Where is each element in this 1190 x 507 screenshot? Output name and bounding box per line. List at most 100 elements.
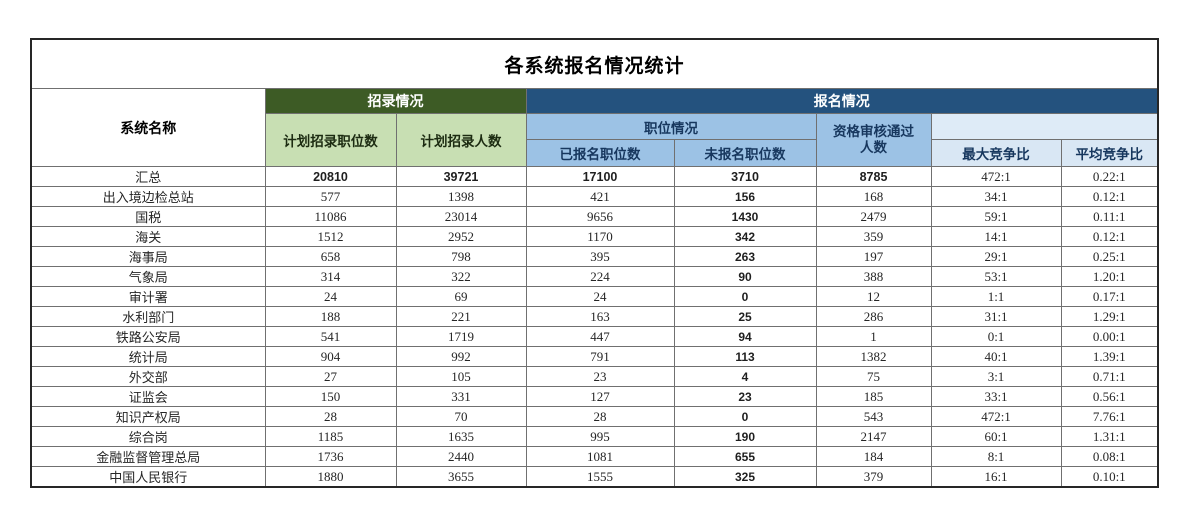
value-cell: 388 — [815, 266, 932, 287]
value-cell: 188 — [264, 306, 397, 327]
value-cell: 314 — [264, 266, 397, 287]
value-cell: 12 — [815, 286, 932, 307]
value-cell: 0 — [673, 286, 817, 307]
value-cell: 3:1 — [930, 366, 1062, 387]
value-cell: 2479 — [815, 206, 932, 227]
value-cell: 25 — [673, 306, 817, 327]
value-cell: 1170 — [525, 226, 675, 247]
header-planned-positions: 计划招录职位数 — [264, 113, 397, 167]
system-name-cell: 统计局 — [30, 346, 266, 367]
value-cell: 90 — [673, 266, 817, 287]
value-cell: 23 — [525, 366, 675, 387]
value-cell: 39721 — [395, 166, 527, 187]
value-cell: 3655 — [395, 466, 527, 488]
value-cell: 1185 — [264, 426, 397, 447]
value-cell: 29:1 — [930, 246, 1062, 267]
value-cell: 75 — [815, 366, 932, 387]
table-row: 气象局 314 322 224 90 388 53:1 1.20:1 — [30, 266, 1159, 287]
header-qualified-count: 资格审核通过 人数 — [815, 113, 932, 167]
value-cell: 127 — [525, 386, 675, 407]
value-cell: 1430 — [673, 206, 817, 227]
value-cell: 0.71:1 — [1060, 366, 1159, 387]
header-unregistered-positions: 未报名职位数 — [673, 139, 817, 167]
header-recruit-group: 招录情况 — [264, 88, 527, 114]
value-cell: 3710 — [673, 166, 817, 187]
header-position-status-group: 职位情况 — [525, 113, 817, 140]
header-avg-ratio: 平均竞争比 — [1060, 139, 1159, 167]
title-row: 各系统报名情况统计 — [30, 38, 1159, 89]
table-row: 海关 1512 2952 1170 342 359 14:1 0.12:1 — [30, 226, 1159, 247]
table-row: 金融监督管理总局 1736 2440 1081 655 184 8:1 0.08:1 — [30, 446, 1159, 467]
value-cell: 4 — [673, 366, 817, 387]
table-row: 水利部门 188 221 163 25 286 31:1 1.29:1 — [30, 306, 1159, 327]
header-max-ratio: 最大竞争比 — [930, 139, 1062, 167]
value-cell: 1.29:1 — [1060, 306, 1159, 327]
value-cell: 168 — [815, 186, 932, 207]
value-cell: 8785 — [815, 166, 932, 187]
value-cell: 1382 — [815, 346, 932, 367]
value-cell: 0.25:1 — [1060, 246, 1159, 267]
system-name-cell: 审计署 — [30, 286, 266, 307]
value-cell: 94 — [673, 326, 817, 347]
value-cell: 1880 — [264, 466, 397, 488]
value-cell: 577 — [264, 186, 397, 207]
system-name-cell: 海关 — [30, 226, 266, 247]
system-name-cell: 知识产权局 — [30, 406, 266, 427]
value-cell: 34:1 — [930, 186, 1062, 207]
value-cell: 655 — [673, 446, 817, 467]
value-cell: 105 — [395, 366, 527, 387]
value-cell: 1.31:1 — [1060, 426, 1159, 447]
value-cell: 53:1 — [930, 266, 1062, 287]
value-cell: 197 — [815, 246, 932, 267]
value-cell: 1:1 — [930, 286, 1062, 307]
value-cell: 325 — [673, 466, 817, 488]
value-cell: 184 — [815, 446, 932, 467]
system-name-cell: 金融监督管理总局 — [30, 446, 266, 467]
value-cell: 992 — [395, 346, 527, 367]
header-row-leaf: 已报名职位数 未报名职位数 最大竞争比 平均竞争比 — [31, 139, 1159, 167]
header-registered-positions: 已报名职位数 — [525, 139, 675, 167]
value-cell: 331 — [395, 386, 527, 407]
system-name-cell: 证监会 — [30, 386, 266, 407]
value-cell: 0.22:1 — [1060, 166, 1159, 187]
value-cell: 28 — [264, 406, 397, 427]
value-cell: 156 — [673, 186, 817, 207]
table-row: 综合岗 1185 1635 995 190 2147 60:1 1.31:1 — [30, 426, 1159, 447]
table-body: 汇总 20810 39721 17100 3710 8785 472:1 0.22:1 出入境边… — [30, 166, 1159, 488]
value-cell: 0.56:1 — [1060, 386, 1159, 407]
table-row: 审计署 24 69 24 0 12 1:1 0.17:1 — [30, 286, 1159, 307]
system-name-cell: 综合岗 — [30, 426, 266, 447]
value-cell: 24 — [525, 286, 675, 307]
value-cell: 0.11:1 — [1060, 206, 1159, 227]
value-cell: 224 — [525, 266, 675, 287]
value-cell: 24 — [264, 286, 397, 307]
value-cell: 1.20:1 — [1060, 266, 1159, 287]
value-cell: 543 — [815, 406, 932, 427]
value-cell: 541 — [264, 326, 397, 347]
value-cell: 1719 — [395, 326, 527, 347]
value-cell: 40:1 — [930, 346, 1062, 367]
value-cell: 23 — [673, 386, 817, 407]
value-cell: 1398 — [395, 186, 527, 207]
value-cell: 60:1 — [930, 426, 1062, 447]
value-cell: 1736 — [264, 446, 397, 467]
table-row: 国税 11086 23014 9656 1430 2479 59:1 0.11:1 — [30, 206, 1159, 227]
value-cell: 150 — [264, 386, 397, 407]
header-blank-cell — [930, 113, 1159, 140]
value-cell: 14:1 — [930, 226, 1062, 247]
table-row: 中国人民银行 1880 3655 1555 325 379 16:1 0.10:1 — [30, 466, 1159, 488]
value-cell: 1555 — [525, 466, 675, 488]
table-row: 知识产权局 28 70 28 0 543 472:1 7.76:1 — [30, 406, 1159, 427]
value-cell: 904 — [264, 346, 397, 367]
header-row-subgroups: 计划招录职位数 计划招录人数 职位情况 资格审核通过 人数 — [31, 113, 1159, 167]
value-cell: 0.12:1 — [1060, 226, 1159, 247]
value-cell: 342 — [673, 226, 817, 247]
value-cell: 322 — [395, 266, 527, 287]
value-cell: 0:1 — [930, 326, 1062, 347]
table-row: 出入境边检总站 577 1398 421 156 168 34:1 0.12:1 — [30, 186, 1159, 207]
value-cell: 7.76:1 — [1060, 406, 1159, 427]
table-row: 铁路公安局 541 1719 447 94 1 0:1 0.00:1 — [30, 326, 1159, 347]
value-cell: 286 — [815, 306, 932, 327]
value-cell: 359 — [815, 226, 932, 247]
value-cell: 8:1 — [930, 446, 1062, 467]
